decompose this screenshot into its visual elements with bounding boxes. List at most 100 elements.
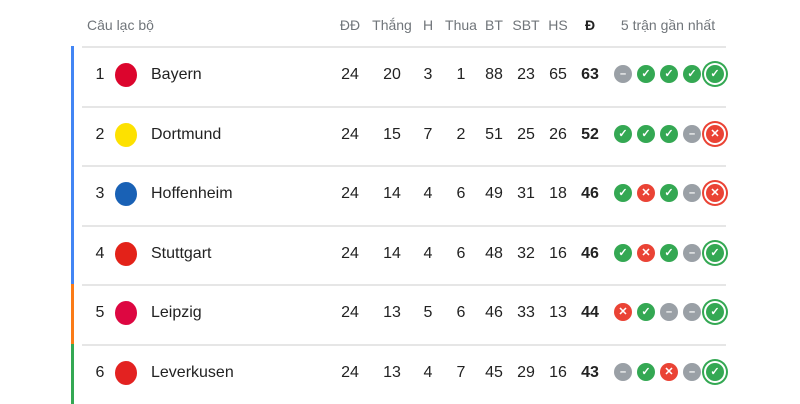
- form-result-check-icon[interactable]: ✓: [660, 124, 678, 143]
- form-result-check-icon[interactable]: ✓: [614, 243, 632, 262]
- form-result-x-icon[interactable]: ✕: [614, 303, 632, 322]
- bayern-logo-icon: [115, 63, 137, 87]
- stat-drawn: 5: [423, 304, 433, 322]
- stat-gf: 48: [485, 244, 503, 262]
- stat-won: 20: [383, 66, 401, 83]
- form-result-check-icon[interactable]: ✓: [614, 124, 632, 143]
- form-result-minus-icon[interactable]: –: [614, 363, 632, 381]
- form-result-x-icon[interactable]: ✕: [637, 184, 655, 203]
- stat-gd: 13: [549, 304, 567, 322]
- position: 4: [95, 244, 105, 262]
- qualification-zone-bar: [71, 105, 74, 166]
- form-result-x-icon[interactable]: ✕: [704, 122, 726, 145]
- header-won: Thắng: [372, 17, 412, 33]
- form-result-check-icon[interactable]: ✓: [660, 243, 678, 262]
- stat-played: 24: [341, 304, 359, 322]
- table-header: Câu lạc bộ ĐĐ Thắng H Thua BT SBT HS Đ 5…: [0, 0, 800, 46]
- stat-lost: 1: [456, 66, 466, 83]
- club-name[interactable]: Dortmund: [151, 125, 222, 143]
- form-result-minus-icon[interactable]: –: [683, 184, 701, 203]
- form-result-check-icon[interactable]: ✓: [683, 65, 701, 83]
- club-name[interactable]: Leverkusen: [151, 364, 234, 381]
- header-played: ĐĐ: [339, 17, 361, 33]
- club-name[interactable]: Leipzig: [151, 304, 202, 322]
- stat-won: 14: [383, 185, 401, 203]
- table-row[interactable]: 2 Dortmund 24 15 7 2 51 25 26 52 ✓ ✓ ✓ – ✕: [0, 105, 800, 166]
- stat-gd: 16: [549, 364, 567, 381]
- header-goals-for: BT: [485, 17, 503, 33]
- stat-points: 52: [581, 125, 599, 143]
- stat-lost: 6: [456, 304, 466, 322]
- table-row[interactable]: 5 Leipzig 24 13 5 6 46 33 13 44 ✕ ✓ – – ✓: [0, 284, 800, 345]
- header-form: 5 trận gần nhất: [620, 17, 716, 33]
- stat-played: 24: [341, 364, 359, 381]
- stat-won: 14: [383, 244, 401, 262]
- form-result-minus-icon[interactable]: –: [683, 243, 701, 262]
- club-name[interactable]: Hoffenheim: [151, 185, 233, 203]
- form-result-x-icon[interactable]: ✕: [637, 243, 655, 262]
- form-result-check-icon[interactable]: ✓: [704, 301, 726, 324]
- stat-gd: 26: [549, 125, 567, 143]
- position: 1: [95, 66, 105, 83]
- form-result-check-icon[interactable]: ✓: [637, 65, 655, 83]
- row-divider: [82, 46, 726, 48]
- form-result-minus-icon[interactable]: –: [614, 65, 632, 83]
- stat-drawn: 4: [423, 364, 433, 381]
- stat-ga: 31: [517, 185, 535, 203]
- form-result-check-icon[interactable]: ✓: [704, 63, 726, 85]
- form-result-minus-icon[interactable]: –: [683, 363, 701, 381]
- header-goal-difference: HS: [548, 17, 568, 33]
- stat-points: 63: [581, 66, 599, 83]
- form-result-check-icon[interactable]: ✓: [660, 65, 678, 83]
- form-result-check-icon[interactable]: ✓: [704, 361, 726, 383]
- stat-points: 43: [581, 364, 599, 381]
- stat-played: 24: [341, 244, 359, 262]
- qualification-zone-bar: [71, 224, 74, 285]
- stat-played: 24: [341, 66, 359, 83]
- stat-played: 24: [341, 185, 359, 203]
- form-result-minus-icon[interactable]: –: [683, 124, 701, 143]
- stat-ga: 23: [517, 66, 535, 83]
- position: 5: [95, 304, 105, 322]
- row-divider: [82, 284, 726, 287]
- stat-gf: 49: [485, 185, 503, 203]
- position: 2: [95, 125, 105, 143]
- row-divider: [82, 165, 726, 168]
- form-result-x-icon[interactable]: ✕: [660, 363, 678, 381]
- stat-gf: 45: [485, 364, 503, 381]
- row-divider: [82, 344, 726, 346]
- form-result-minus-icon[interactable]: –: [683, 303, 701, 322]
- leverkusen-logo-icon: [115, 361, 137, 385]
- form-result-check-icon[interactable]: ✓: [637, 363, 655, 381]
- form-result-check-icon[interactable]: ✓: [637, 303, 655, 322]
- qualification-zone-bar: [71, 46, 74, 106]
- dortmund-logo-icon: [115, 122, 137, 147]
- stat-gd: 16: [549, 244, 567, 262]
- club-name[interactable]: Bayern: [151, 66, 202, 83]
- stat-gf: 88: [485, 66, 503, 83]
- stat-drawn: 4: [423, 244, 433, 262]
- form-result-check-icon[interactable]: ✓: [660, 184, 678, 203]
- stat-won: 13: [383, 364, 401, 381]
- table-row[interactable]: 4 Stuttgart 24 14 4 6 48 32 16 46 ✓ ✕ ✓ – ✓: [0, 224, 800, 285]
- form-result-x-icon[interactable]: ✕: [704, 182, 726, 205]
- table-row[interactable]: 6 Leverkusen 24 13 4 7 45 29 16 43– ✓ ✕ – ✓: [0, 344, 800, 404]
- form-result-check-icon[interactable]: ✓: [704, 241, 726, 264]
- stat-ga: 29: [517, 364, 535, 381]
- form-result-check-icon[interactable]: ✓: [614, 184, 632, 203]
- stat-won: 13: [383, 304, 401, 322]
- stat-lost: 6: [456, 185, 466, 203]
- table-row[interactable]: 3 Hoffenheim 24 14 4 6 49 31 18 46 ✓ ✕ ✓ – ✕: [0, 165, 800, 226]
- header-drawn: H: [422, 17, 434, 33]
- form-result-check-icon[interactable]: ✓: [637, 124, 655, 143]
- header-goals-against: SBT: [512, 17, 540, 33]
- stat-won: 15: [383, 125, 401, 143]
- stat-points: 46: [581, 244, 599, 262]
- form-result-minus-icon[interactable]: –: [660, 303, 678, 322]
- stat-gd: 65: [549, 66, 567, 83]
- stat-lost: 2: [456, 125, 466, 143]
- club-name[interactable]: Stuttgart: [151, 244, 212, 262]
- stat-gf: 46: [485, 304, 503, 322]
- table-row[interactable]: 1 Bayern 24 20 3 1 88 23 65 63– ✓ ✓ ✓ ✓: [0, 46, 800, 106]
- stat-ga: 25: [517, 125, 535, 143]
